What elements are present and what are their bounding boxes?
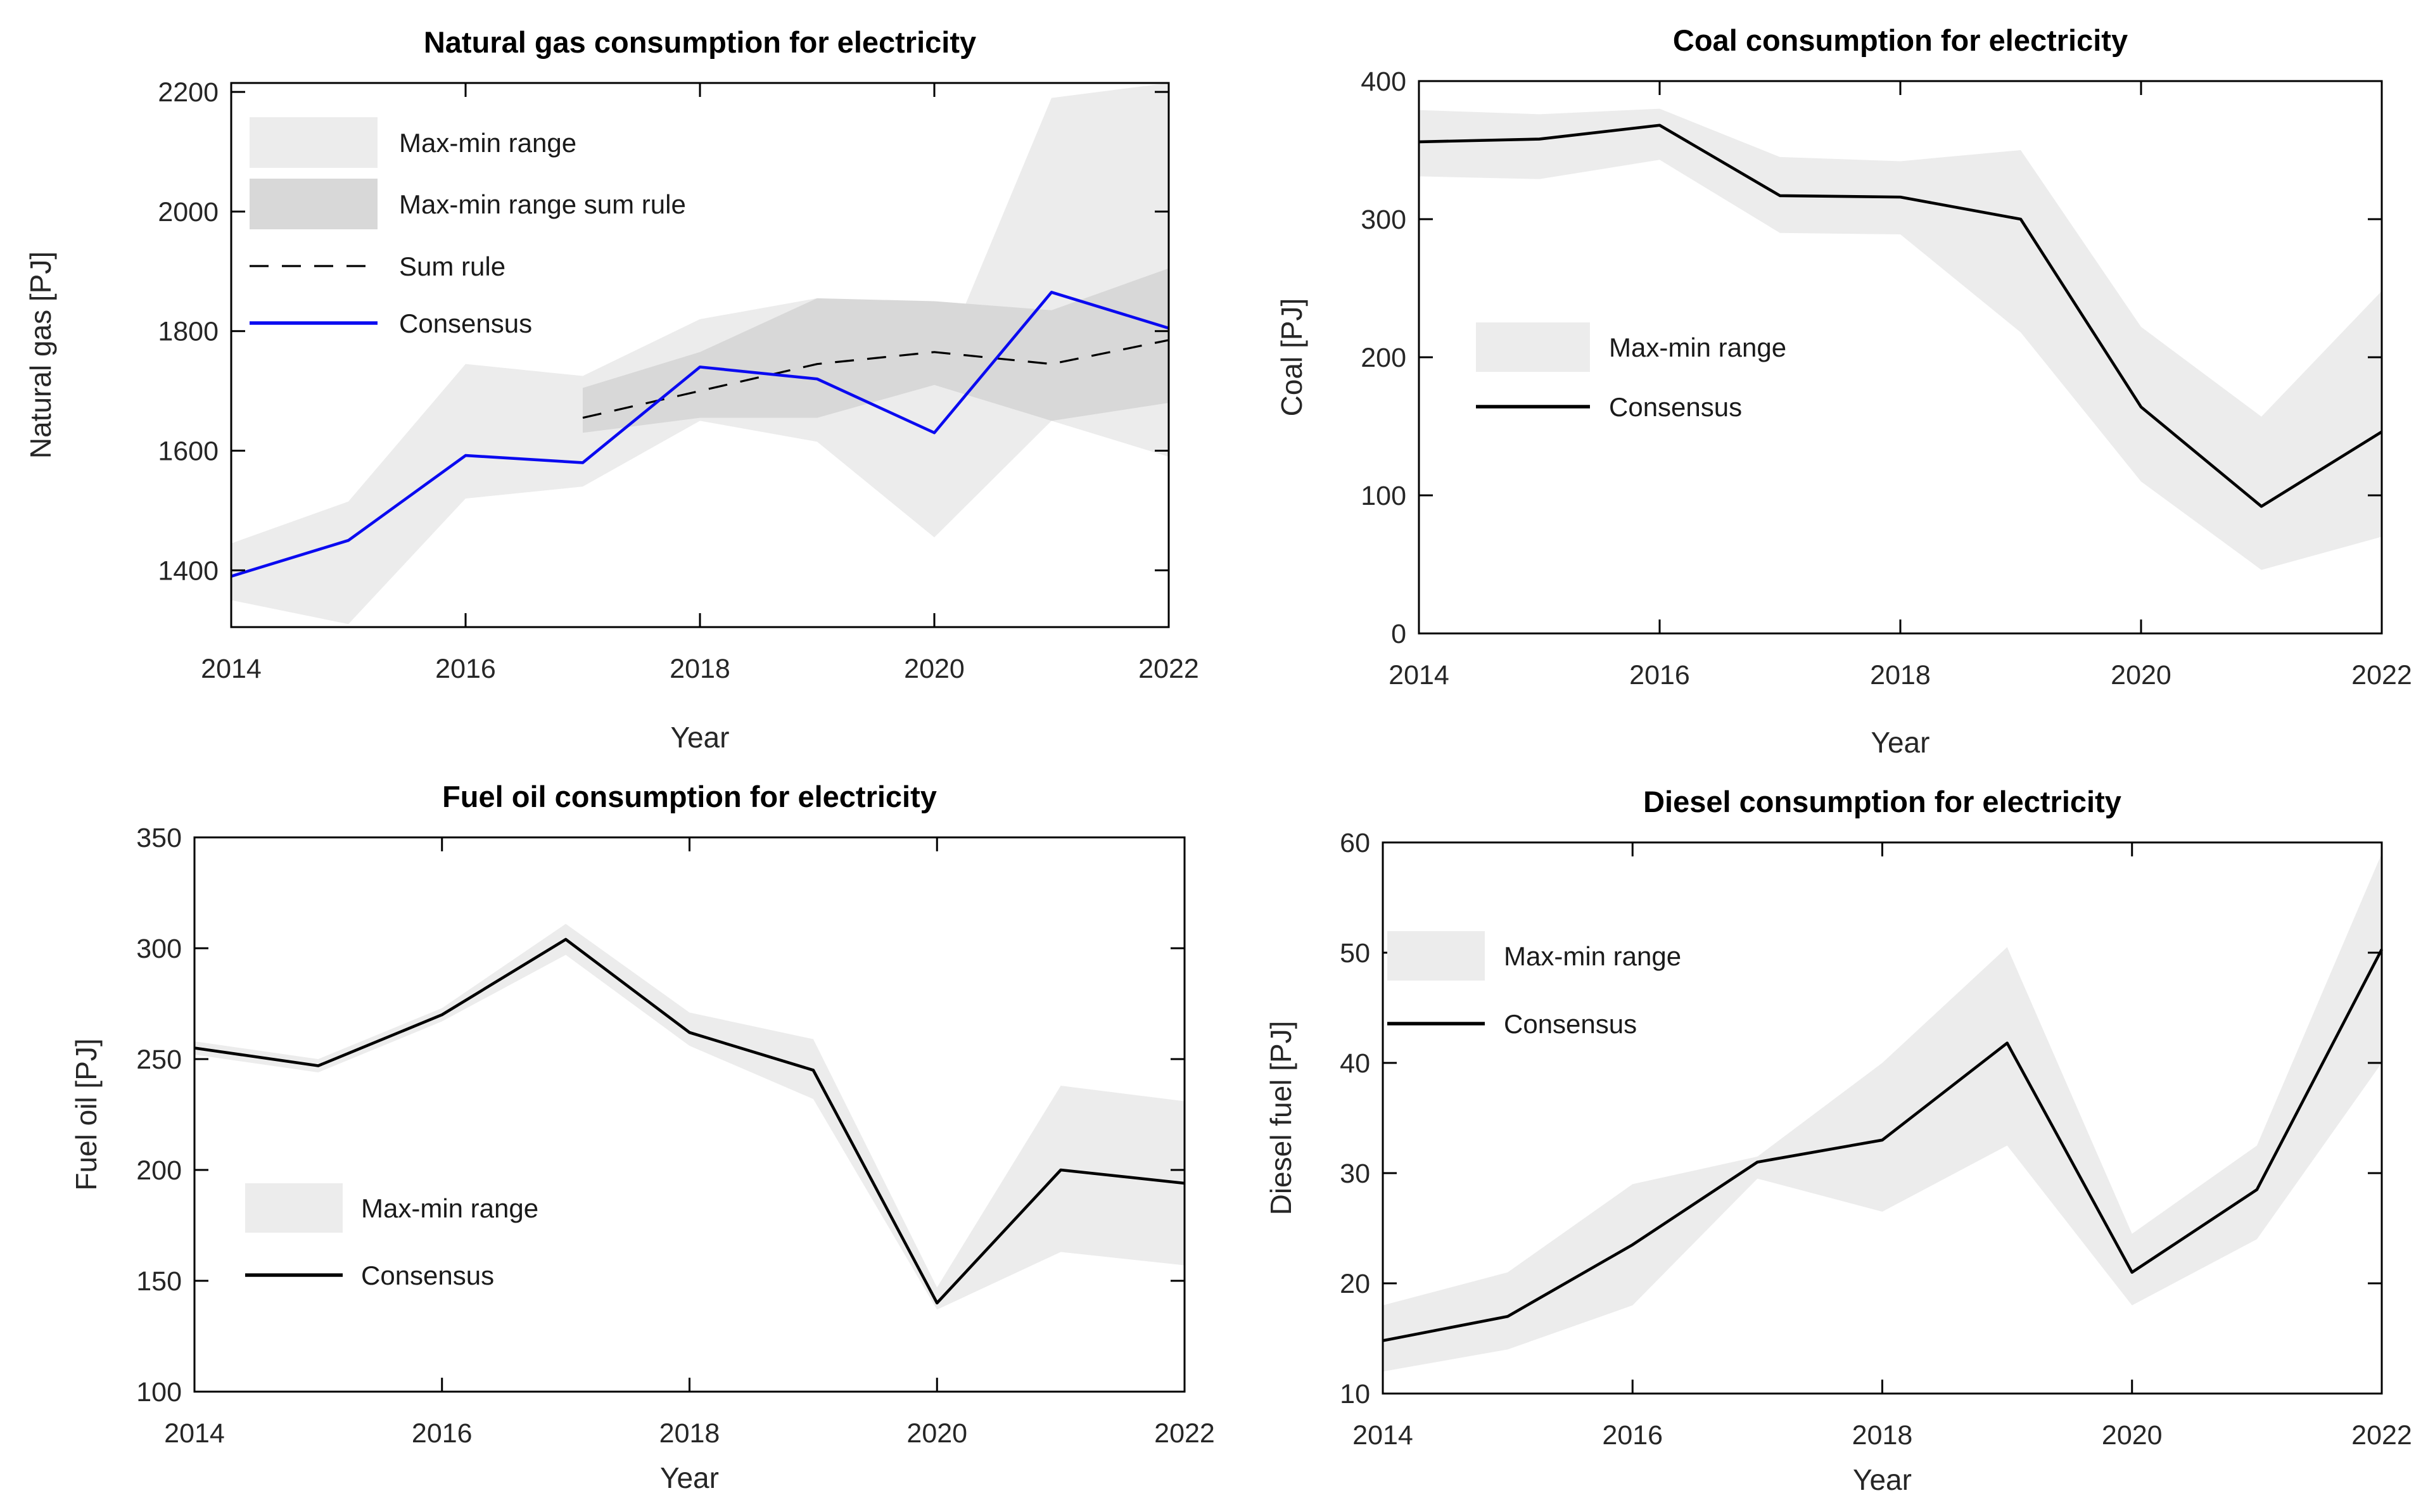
diesel-line-consensus xyxy=(1382,948,2384,1342)
natural-gas-band-max-min-range-sum-rule xyxy=(583,268,1169,433)
fuel-oil-band-max-min-range xyxy=(194,924,1185,1310)
diesel-legend: Max-min range Consensus xyxy=(1387,931,1681,1039)
y-tick-label: 200 xyxy=(136,1155,182,1186)
natural-gas-line-consensus xyxy=(231,291,1169,578)
y-tick-label: 150 xyxy=(136,1266,182,1297)
y-tick-label: 1600 xyxy=(158,436,219,467)
coal-axes: 2014 2016 2018 2020 2022 0 100 200 300 400 xyxy=(1361,67,2412,690)
y-tick-label: 300 xyxy=(1361,205,1406,235)
coal-line-consensus xyxy=(1418,124,2383,508)
y-tick-label: 350 xyxy=(136,823,182,853)
x-tick-label: 2022 xyxy=(2351,1420,2412,1451)
chart-title: Fuel oil consumption for electricity xyxy=(442,780,937,813)
legend-swatch-patch xyxy=(1387,931,1485,981)
natural-gas-line-sum-rule xyxy=(582,339,1169,419)
y-tick-label: 20 xyxy=(1340,1269,1370,1299)
x-axis-label: Year xyxy=(1871,726,1930,759)
natural-gas-axes: 2014 2016 2018 2020 2022 1400 1600 1800 2000 2200 xyxy=(158,77,1199,684)
legend-label: Max-min range xyxy=(1609,333,1786,362)
x-tick-label: 2016 xyxy=(1629,660,1690,690)
x-tick-label: 2016 xyxy=(1602,1420,1663,1451)
y-tick-label: 40 xyxy=(1340,1048,1370,1079)
x-tick-label: 2022 xyxy=(1154,1418,1215,1449)
panel-natural-gas: 2014 2016 2018 2020 2022 1400 1600 1800 2000 2200… xyxy=(24,25,1199,754)
y-tick-label: 0 xyxy=(1391,619,1406,649)
y-tick-label: 200 xyxy=(1361,343,1406,373)
legend-swatch-patch xyxy=(1476,322,1590,372)
legend-label: Sum rule xyxy=(399,251,505,281)
x-axis-label: Year xyxy=(660,1461,719,1494)
natural-gas-legend: Max-min range Max-min range sum rule Sum r… xyxy=(250,117,686,338)
y-tick-label: 60 xyxy=(1340,828,1370,858)
panel-diesel: 2014 2016 2018 2020 2022 10 20 30 40 50 60 Max-min … xyxy=(1264,785,2412,1496)
x-tick-label: 2022 xyxy=(2351,660,2412,690)
x-tick-label: 2018 xyxy=(1852,1420,1913,1451)
x-tick-label: 2018 xyxy=(670,654,730,684)
x-tick-label: 2020 xyxy=(2111,660,2171,690)
x-tick-label: 2020 xyxy=(906,1418,967,1449)
y-axis-label: Coal [PJ] xyxy=(1275,298,1308,417)
y-tick-label: 400 xyxy=(1361,67,1406,97)
y-tick-label: 30 xyxy=(1340,1159,1370,1189)
x-tick-label: 2018 xyxy=(659,1418,720,1449)
y-axis-label: Natural gas [PJ] xyxy=(24,251,57,459)
coal-band-max-min-range xyxy=(1419,108,2382,570)
fuel-oil-line-consensus xyxy=(194,937,1185,1305)
legend-label: Consensus xyxy=(361,1261,494,1290)
y-tick-label: 1400 xyxy=(158,556,219,586)
chart-title: Diesel consumption for electricity xyxy=(1643,785,2121,818)
x-tick-label: 2022 xyxy=(1138,654,1199,684)
x-tick-label: 2020 xyxy=(2102,1420,2163,1451)
x-tick-label: 2014 xyxy=(1352,1420,1413,1451)
plot-area-fuel-oil: 2014 2016 2018 2020 2022 100 150 200 250 300 350 Ma… xyxy=(136,823,1215,1449)
x-tick-label: 2014 xyxy=(201,654,262,684)
y-tick-label: 2000 xyxy=(158,197,219,227)
y-tick-label: 1800 xyxy=(158,317,219,347)
diesel-band-max-min-range xyxy=(1383,853,2382,1372)
axes-box xyxy=(193,836,1186,1393)
y-tick-label: 300 xyxy=(136,934,182,964)
fuel-oil-legend: Max-min range Consensus xyxy=(245,1183,538,1290)
legend-label: Max-min range xyxy=(399,128,576,158)
x-tick-label: 2014 xyxy=(164,1418,225,1449)
chart-title: Coal consumption for electricity xyxy=(1673,23,2128,57)
legend-label: Consensus xyxy=(1609,392,1742,422)
x-tick-label: 2016 xyxy=(412,1418,473,1449)
diesel-axes: 2014 2016 2018 2020 2022 10 20 30 40 50 60 xyxy=(1340,828,2412,1451)
coal-legend: Max-min range Consensus xyxy=(1476,322,1786,422)
x-tick-label: 2020 xyxy=(904,654,965,684)
y-tick-label: 50 xyxy=(1340,938,1370,969)
plot-area-natural-gas: 2014 2016 2018 2020 2022 1400 1600 1800 2000 2200… xyxy=(158,77,1199,684)
y-axis-label: Diesel fuel [PJ] xyxy=(1264,1021,1297,1216)
legend-swatch-patch xyxy=(250,179,378,229)
legend-label: Max-min range sum rule xyxy=(399,189,686,219)
y-tick-label: 2200 xyxy=(158,77,219,108)
panel-coal: 2014 2016 2018 2020 2022 0 100 200 300 400 Max-min… xyxy=(1275,23,2412,759)
legend-label: Consensus xyxy=(399,308,532,338)
x-tick-label: 2016 xyxy=(435,654,496,684)
panel-fuel-oil: 2014 2016 2018 2020 2022 100 150 200 250 300 350 Ma… xyxy=(70,780,1215,1494)
x-axis-label: Year xyxy=(671,721,730,754)
y-tick-label: 250 xyxy=(136,1045,182,1075)
legend-label: Max-min range xyxy=(361,1193,538,1223)
legend-swatch-patch xyxy=(245,1183,343,1233)
fuel-oil-axes: 2014 2016 2018 2020 2022 100 150 200 250 300 350 xyxy=(136,823,1215,1449)
x-tick-label: 2014 xyxy=(1389,660,1449,690)
legend-label: Consensus xyxy=(1504,1009,1637,1039)
x-axis-label: Year xyxy=(1853,1463,1912,1496)
y-tick-label: 100 xyxy=(1361,481,1406,511)
y-axis-label: Fuel oil [PJ] xyxy=(70,1038,103,1190)
chart-title: Natural gas consumption for electricity xyxy=(424,25,976,59)
legend-label: Max-min range xyxy=(1504,941,1681,971)
y-tick-label: 100 xyxy=(136,1377,182,1407)
y-tick-label: 10 xyxy=(1340,1379,1370,1409)
plot-area-diesel: 2014 2016 2018 2020 2022 10 20 30 40 50 60 Max-min … xyxy=(1340,828,2412,1451)
plot-area-coal: 2014 2016 2018 2020 2022 0 100 200 300 400 Max-min… xyxy=(1361,67,2412,690)
x-tick-label: 2018 xyxy=(1870,660,1931,690)
legend-swatch-patch xyxy=(250,117,378,168)
